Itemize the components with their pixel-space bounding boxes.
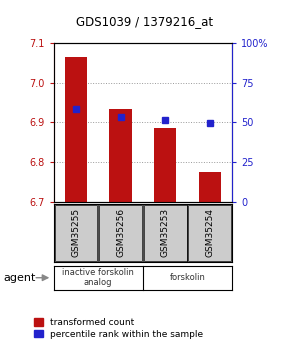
Bar (199, 172, 221, 202)
Text: forskolin: forskolin (169, 273, 205, 282)
Text: GSM35255: GSM35255 (71, 208, 80, 257)
Text: GSM35256: GSM35256 (116, 208, 125, 257)
Bar (154, 128, 176, 202)
Bar (109, 109, 132, 202)
FancyBboxPatch shape (144, 205, 186, 261)
FancyBboxPatch shape (188, 205, 231, 261)
FancyBboxPatch shape (55, 205, 97, 261)
Legend: transformed count, percentile rank within the sample: transformed count, percentile rank withi… (34, 318, 203, 339)
Text: GDS1039 / 1379216_at: GDS1039 / 1379216_at (77, 16, 213, 29)
Text: inactive forskolin
analog: inactive forskolin analog (62, 268, 134, 287)
FancyBboxPatch shape (99, 205, 142, 261)
Bar (65, 57, 87, 202)
Text: agent: agent (3, 273, 35, 283)
Text: GSM35253: GSM35253 (161, 208, 170, 257)
Text: GSM35254: GSM35254 (205, 208, 214, 257)
